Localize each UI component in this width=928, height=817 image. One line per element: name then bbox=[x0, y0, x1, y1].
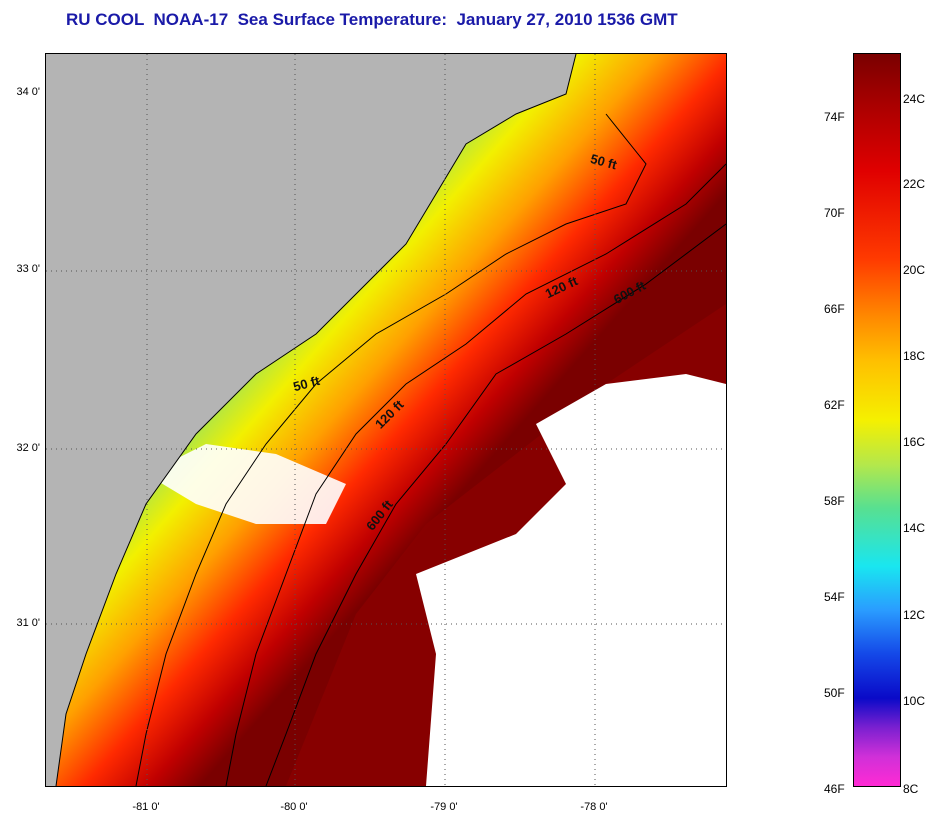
cb-label-20c: 20C bbox=[903, 263, 926, 277]
coastline bbox=[55, 54, 577, 786]
contour-label-50ft-north: 50 ft bbox=[589, 151, 619, 173]
cb-label-74f: 74F bbox=[824, 110, 845, 124]
lon-label-80: -80 0' bbox=[280, 801, 308, 813]
sst-map-canvas: 50 ft 50 ft 120 ft 120 ft 600 ft 600 ft bbox=[46, 54, 726, 786]
temperature-colorbar bbox=[853, 53, 901, 787]
lat-label-33: 33 0' bbox=[16, 263, 40, 275]
contour-label-50ft-south: 50 ft bbox=[291, 373, 321, 395]
lat-label-32: 32 0' bbox=[16, 442, 40, 454]
isobath-120ft bbox=[225, 163, 726, 786]
land-mass bbox=[46, 54, 576, 786]
cb-label-70f: 70F bbox=[824, 206, 845, 220]
cloud-mask bbox=[416, 374, 726, 786]
isobath-50ft bbox=[135, 113, 647, 786]
cb-label-12c: 12C bbox=[903, 608, 926, 622]
cb-label-14c: 14C bbox=[903, 521, 926, 535]
map-title: RU COOL NOAA-17 Sea Surface Temperature:… bbox=[66, 10, 678, 29]
isobath-600ft bbox=[265, 223, 726, 786]
cb-label-46f: 46F bbox=[824, 782, 845, 796]
cb-label-8c: 8C bbox=[903, 782, 919, 796]
lon-label-81: -81 0' bbox=[132, 801, 160, 813]
lon-label-79: -79 0' bbox=[430, 801, 458, 813]
cb-label-16c: 16C bbox=[903, 435, 926, 449]
cb-label-50f: 50F bbox=[824, 686, 845, 700]
lat-label-31: 31 0' bbox=[16, 617, 40, 629]
cb-label-62f: 62F bbox=[824, 398, 845, 412]
cb-label-22c: 22C bbox=[903, 177, 926, 191]
cb-label-54f: 54F bbox=[824, 590, 845, 604]
graticule bbox=[46, 54, 726, 786]
lat-label-34: 34 0' bbox=[16, 86, 40, 98]
sst-map: 50 ft 50 ft 120 ft 120 ft 600 ft 600 ft bbox=[45, 53, 727, 787]
cb-label-24c: 24C bbox=[903, 92, 926, 106]
cb-label-58f: 58F bbox=[824, 494, 845, 508]
cb-label-18c: 18C bbox=[903, 349, 926, 363]
lon-label-78: -78 0' bbox=[580, 801, 608, 813]
cb-label-66f: 66F bbox=[824, 302, 845, 316]
cb-label-10c: 10C bbox=[903, 694, 926, 708]
cloud-mask-west bbox=[146, 444, 346, 524]
